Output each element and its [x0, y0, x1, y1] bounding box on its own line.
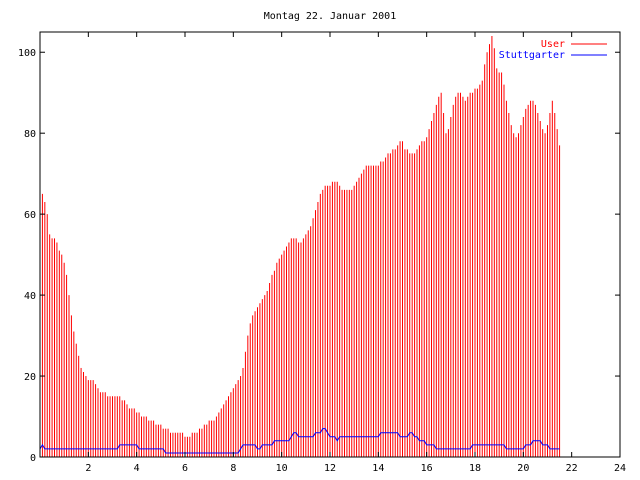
y-tick-label: 0 [30, 453, 36, 464]
chart-title: Montag 22. Januar 2001 [264, 11, 396, 22]
series-lines [39, 428, 560, 454]
x-tick-label: 16 [421, 463, 433, 474]
y-tick-label: 100 [18, 48, 36, 59]
y-axis: 0 20 40 60 80 100 [18, 48, 620, 464]
y-tick-label: 40 [24, 291, 36, 302]
y-tick-label: 80 [24, 129, 36, 140]
y-tick-label: 20 [24, 372, 36, 383]
x-tick-label: 20 [517, 463, 529, 474]
x-tick-label: 18 [469, 463, 481, 474]
x-tick-label: 12 [324, 463, 336, 474]
x-tick-label: 4 [134, 463, 140, 474]
x-tick-label: 8 [230, 463, 236, 474]
x-tick-label: 24 [614, 463, 626, 474]
legend-label: User [541, 39, 565, 50]
user-bars [39, 36, 561, 457]
x-tick-label: 2 [85, 463, 91, 474]
x-axis: 2 4 6 8 10 12 14 16 18 20 22 24 [85, 32, 626, 474]
legend-label: Stuttgarter [499, 50, 565, 61]
stuttgarter-line [39, 428, 560, 454]
x-tick-label: 14 [372, 463, 384, 474]
x-tick-label: 22 [566, 463, 578, 474]
x-tick-label: 10 [276, 463, 288, 474]
x-tick-label: 6 [182, 463, 188, 474]
y-tick-label: 60 [24, 210, 36, 221]
